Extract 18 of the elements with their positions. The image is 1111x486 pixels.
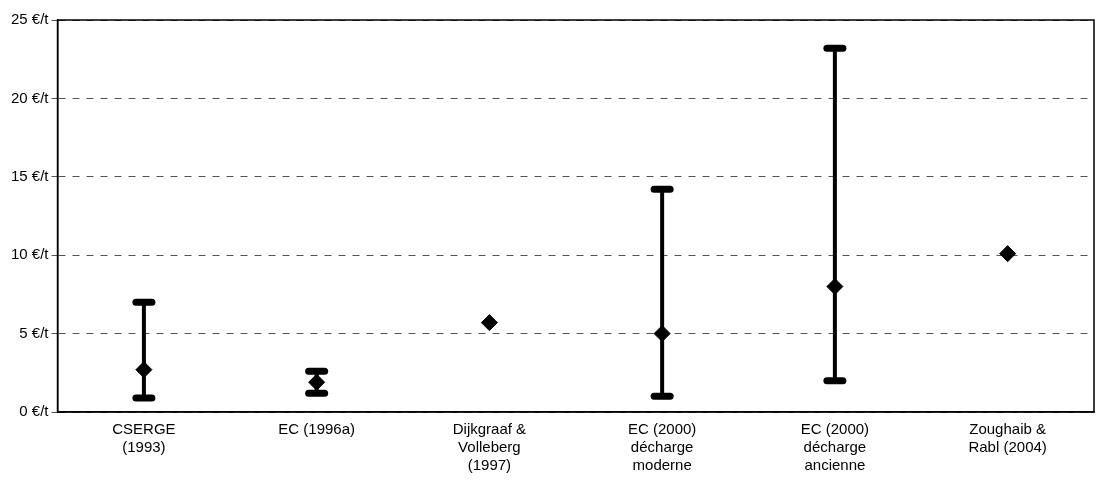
- x-tick-label: Dijkgraaf & Volleberg (1997): [452, 420, 527, 474]
- y-tick-label: 10 €/t: [11, 245, 50, 263]
- point: [308, 373, 326, 391]
- y-tick-label: 15 €/t: [11, 166, 50, 184]
- point: [135, 361, 153, 379]
- x-tick-label: EC (2000) décharge ancienne: [800, 420, 870, 474]
- y-tick-label: 20 €/t: [11, 88, 50, 106]
- point: [999, 245, 1017, 263]
- point: [480, 314, 498, 332]
- y-tick-label: 5 €/t: [19, 323, 50, 341]
- x-tick-label: Zoughaib & Rabl (2004): [968, 420, 1047, 456]
- x-tick-label: EC (2000) décharge moderne: [627, 420, 697, 474]
- x-tick-label: EC (1996a): [278, 420, 356, 438]
- y-tick-label: 0 €/t: [19, 402, 50, 420]
- point: [826, 278, 844, 296]
- point: [653, 325, 671, 343]
- x-tick-label: CSERGE (1993): [112, 420, 176, 456]
- y-tick-label: 25 €/t: [11, 10, 50, 28]
